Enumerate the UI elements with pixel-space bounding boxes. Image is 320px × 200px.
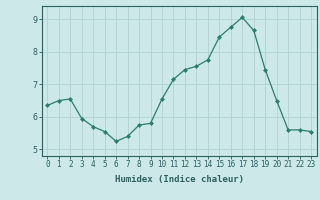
X-axis label: Humidex (Indice chaleur): Humidex (Indice chaleur) (115, 175, 244, 184)
